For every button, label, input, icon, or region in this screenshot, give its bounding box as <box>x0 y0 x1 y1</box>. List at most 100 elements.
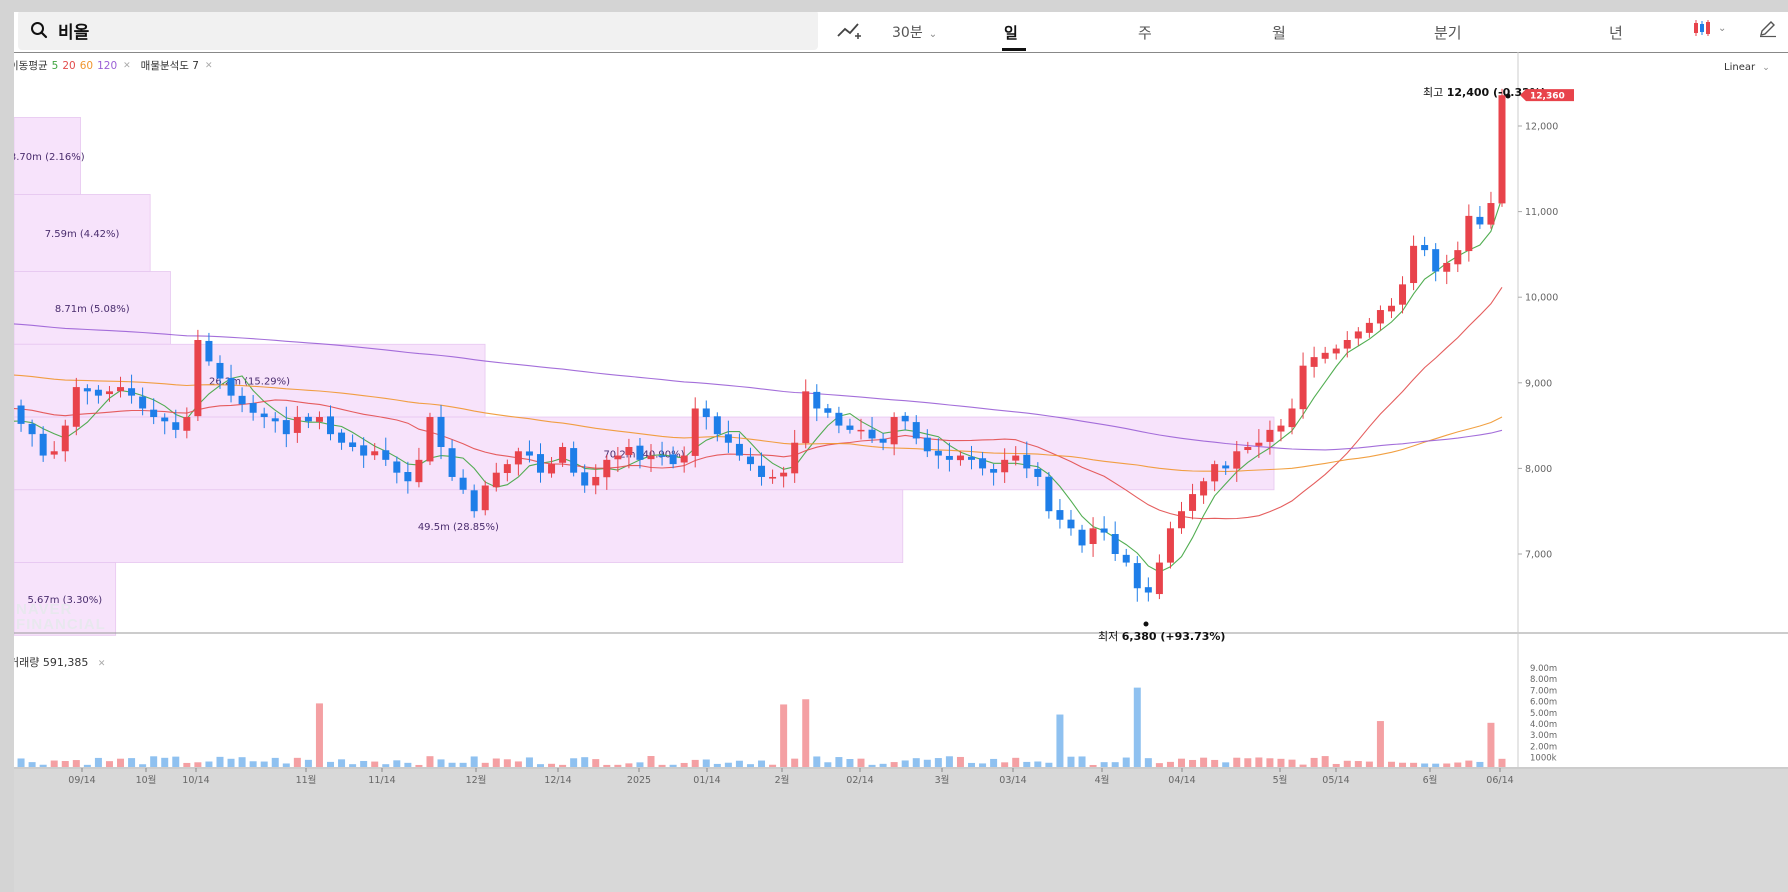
volume-bar <box>979 763 987 767</box>
candle <box>1122 548 1130 567</box>
draw-tool-button[interactable] <box>834 18 864 44</box>
volume-bar <box>161 757 169 767</box>
candle <box>360 437 368 468</box>
volume-bar <box>1045 762 1053 767</box>
candle-body <box>194 340 202 417</box>
volume-bar <box>923 759 931 767</box>
candle <box>117 376 125 398</box>
volume-bar <box>912 758 920 767</box>
candle <box>448 439 456 481</box>
moving-average-label[interactable]: 이동평균 <box>14 60 48 72</box>
volume-bar <box>603 764 611 767</box>
volume-bar <box>61 761 69 767</box>
candle <box>1299 352 1307 419</box>
candle <box>1465 204 1473 262</box>
price-chart[interactable]: 3.70m (2.16%) 7.59m (4.42%) 8.71m (5.08%) 2… <box>14 12 1788 892</box>
chart-type-dropdown[interactable]: ⌄ <box>1692 18 1726 38</box>
volume-profile-bar <box>14 489 904 563</box>
candle-body <box>1310 357 1318 367</box>
tab-day[interactable]: 일 <box>1004 24 1018 42</box>
candle <box>669 446 677 469</box>
edit-button[interactable] <box>1758 18 1778 43</box>
volume-profile-label: 26.2m (15.29%) <box>209 377 290 388</box>
tab-week[interactable]: 주 <box>1138 24 1152 42</box>
search-box[interactable] <box>18 12 818 50</box>
close-icon[interactable]: ✕ <box>205 60 213 71</box>
volume-profile-label: 5.67m (3.30%) <box>27 595 102 606</box>
candle <box>559 442 567 467</box>
volume-profile-label[interactable]: 매물분석도 7 <box>140 60 199 72</box>
candle <box>1454 241 1462 273</box>
x-tick-label: 4월 <box>1095 774 1110 786</box>
candle <box>713 412 721 442</box>
candle <box>857 418 865 440</box>
volume-bar <box>194 762 202 767</box>
ma-120-line <box>14 323 1503 451</box>
candle <box>1067 509 1075 536</box>
candle <box>327 405 335 441</box>
candle <box>17 399 25 432</box>
candle-body <box>647 455 655 460</box>
volume-bar <box>94 757 102 767</box>
volume-bar <box>968 762 976 767</box>
volume-bar <box>83 764 91 767</box>
candle <box>382 437 390 466</box>
search-input[interactable] <box>56 19 760 41</box>
close-icon[interactable]: ✕ <box>97 659 106 669</box>
candle <box>890 412 898 456</box>
candle-body <box>349 442 357 447</box>
candle <box>514 447 522 476</box>
scale-dropdown[interactable]: Linear ⌄ <box>1724 62 1770 73</box>
candle <box>968 445 976 470</box>
volume-bar <box>437 759 445 767</box>
candle <box>1487 191 1495 229</box>
volume-bar <box>525 757 533 767</box>
candle-body <box>1034 468 1042 477</box>
candle-body <box>1100 528 1108 533</box>
volume-bar <box>934 758 942 767</box>
candle-body <box>1343 340 1351 349</box>
candles-layer <box>17 88 1506 602</box>
candle-body <box>338 432 346 443</box>
candle <box>1387 298 1395 319</box>
candle-body <box>1454 250 1462 265</box>
volume-bar <box>1277 758 1285 767</box>
tab-month[interactable]: 월 <box>1272 24 1286 42</box>
tab-year[interactable]: 년 <box>1609 24 1623 42</box>
candle-body <box>1111 534 1119 554</box>
candle-body <box>934 450 942 456</box>
volume-bar <box>503 759 511 767</box>
candle-body <box>1299 365 1307 410</box>
candle-body <box>879 438 887 443</box>
y-tick-label: 11,000 <box>1525 207 1558 218</box>
interval-dropdown[interactable]: 30분 ⌄ <box>892 22 937 42</box>
candlestick-icon <box>1694 20 1710 36</box>
candle-body <box>61 425 69 452</box>
volume-bar <box>249 761 257 767</box>
close-icon[interactable]: ✕ <box>123 60 131 71</box>
volume-bar <box>1454 762 1462 767</box>
ma-5-label: 5 <box>51 59 59 72</box>
volume-bar <box>813 756 821 767</box>
candle <box>868 417 876 443</box>
y-tick-label: 12,000 <box>1525 122 1558 133</box>
tab-quarter[interactable]: 분기 <box>1434 24 1462 42</box>
x-tick-label: 01/14 <box>693 775 720 786</box>
volume-bar <box>128 758 136 767</box>
volume-bar <box>1332 763 1340 767</box>
candle <box>934 438 942 469</box>
volume-bar <box>868 764 876 767</box>
candle <box>304 413 312 429</box>
ma-60-line <box>14 374 1503 473</box>
candle-body <box>979 458 987 469</box>
volume-bar <box>581 757 589 767</box>
trend-line-icon <box>837 23 861 39</box>
candle-body <box>1421 245 1429 251</box>
candle <box>1365 317 1373 338</box>
volume-bar <box>636 762 644 767</box>
volume-bar <box>183 762 191 767</box>
volume-bar <box>1067 756 1075 767</box>
volume-bar <box>1155 763 1163 767</box>
volume-label[interactable]: 거래량 591,385 <box>14 656 89 669</box>
volume-bar <box>371 761 379 767</box>
